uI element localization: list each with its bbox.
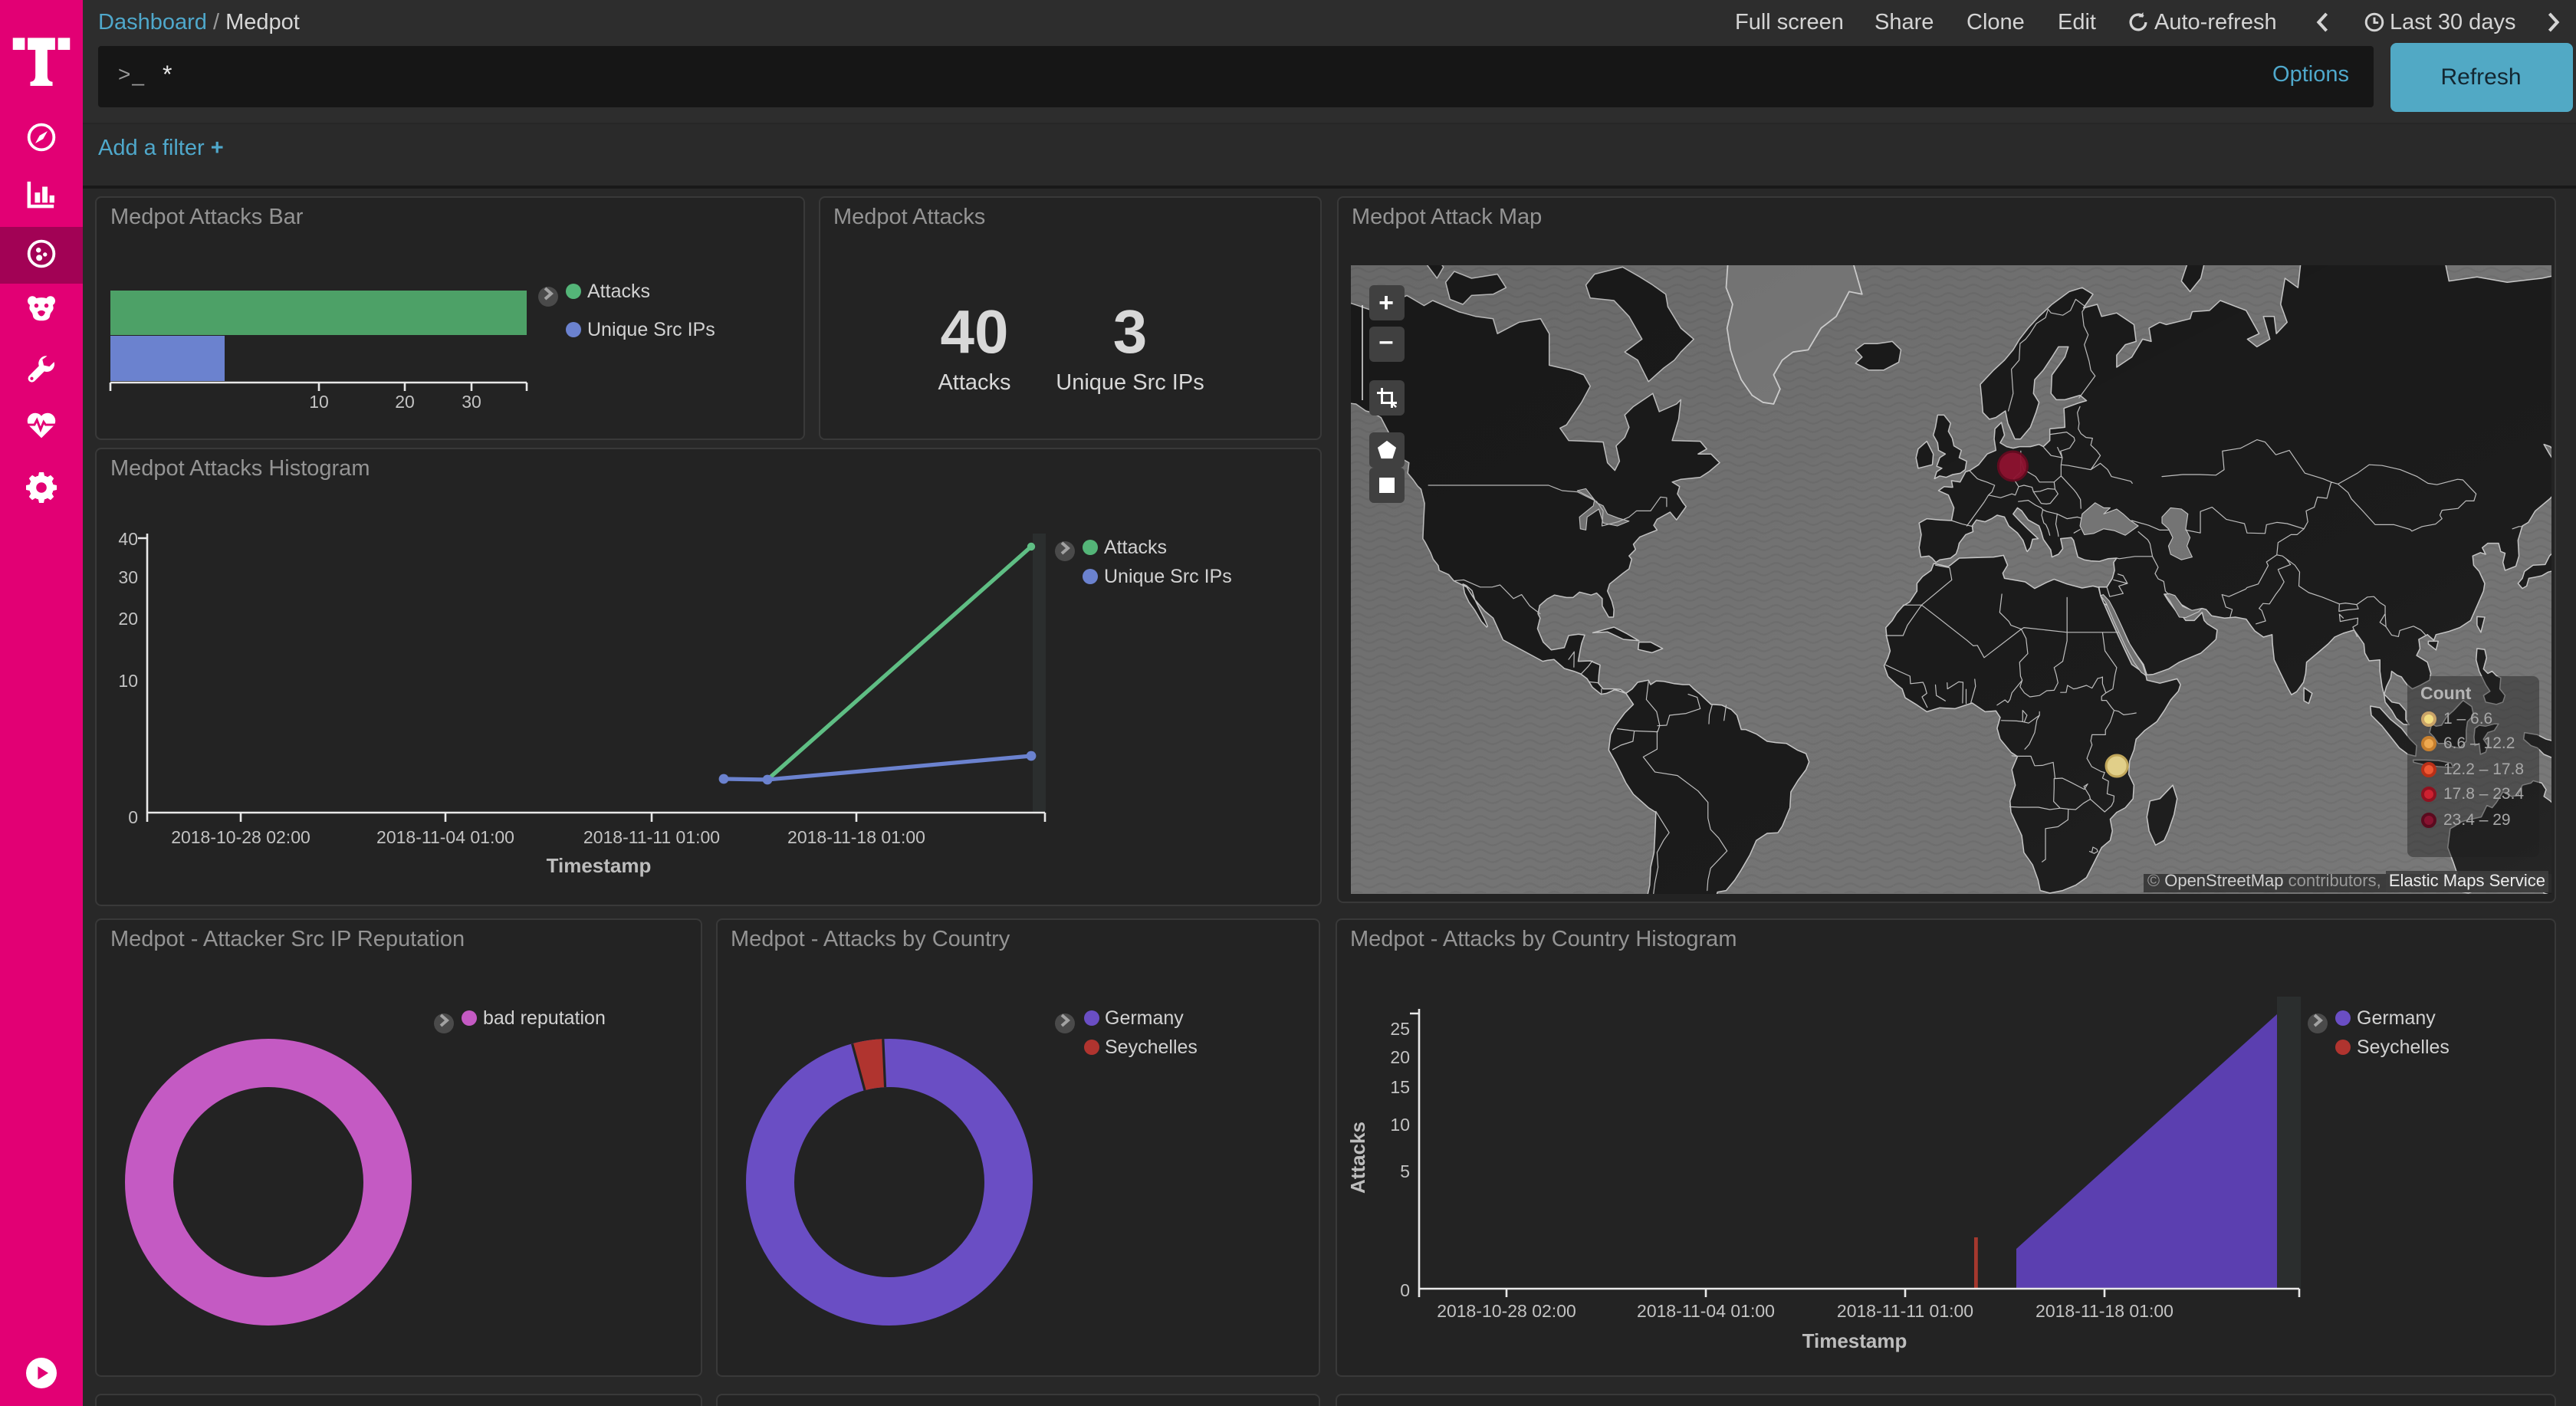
svg-text:25: 25	[1389, 1018, 1409, 1038]
svg-text:2018-10-28 02:00: 2018-10-28 02:00	[171, 826, 310, 846]
svg-text:20: 20	[1389, 1046, 1409, 1066]
svg-text:20: 20	[395, 391, 415, 411]
svg-text:5: 5	[1399, 1161, 1409, 1181]
svg-text:2018-11-04 01:00: 2018-11-04 01:00	[1636, 1300, 1774, 1320]
svg-text:Timestamp: Timestamp	[547, 853, 652, 876]
svg-text:10: 10	[1389, 1114, 1409, 1134]
svg-text:2018-11-11 01:00: 2018-11-11 01:00	[583, 826, 720, 846]
svg-text:2018-11-18 01:00: 2018-11-18 01:00	[2035, 1300, 2173, 1320]
svg-text:15: 15	[1389, 1076, 1409, 1096]
svg-text:2018-11-11 01:00: 2018-11-11 01:00	[1836, 1300, 1973, 1320]
svg-text:2018-10-28 02:00: 2018-10-28 02:00	[1436, 1300, 1576, 1320]
svg-text:Attacks: Attacks	[1346, 1121, 1368, 1193]
svg-text:2018-11-04 01:00: 2018-11-04 01:00	[376, 826, 514, 846]
svg-text:2018-11-18 01:00: 2018-11-18 01:00	[787, 826, 925, 846]
svg-text:10: 10	[118, 670, 138, 690]
svg-text:Timestamp: Timestamp	[1802, 1329, 1907, 1352]
svg-text:20: 20	[118, 608, 138, 628]
svg-text:30: 30	[462, 391, 481, 411]
svg-text:40: 40	[118, 528, 138, 548]
svg-text:10: 10	[309, 391, 329, 411]
svg-text:0: 0	[128, 806, 138, 826]
svg-text:30: 30	[118, 567, 138, 586]
svg-text:0: 0	[1399, 1280, 1409, 1299]
